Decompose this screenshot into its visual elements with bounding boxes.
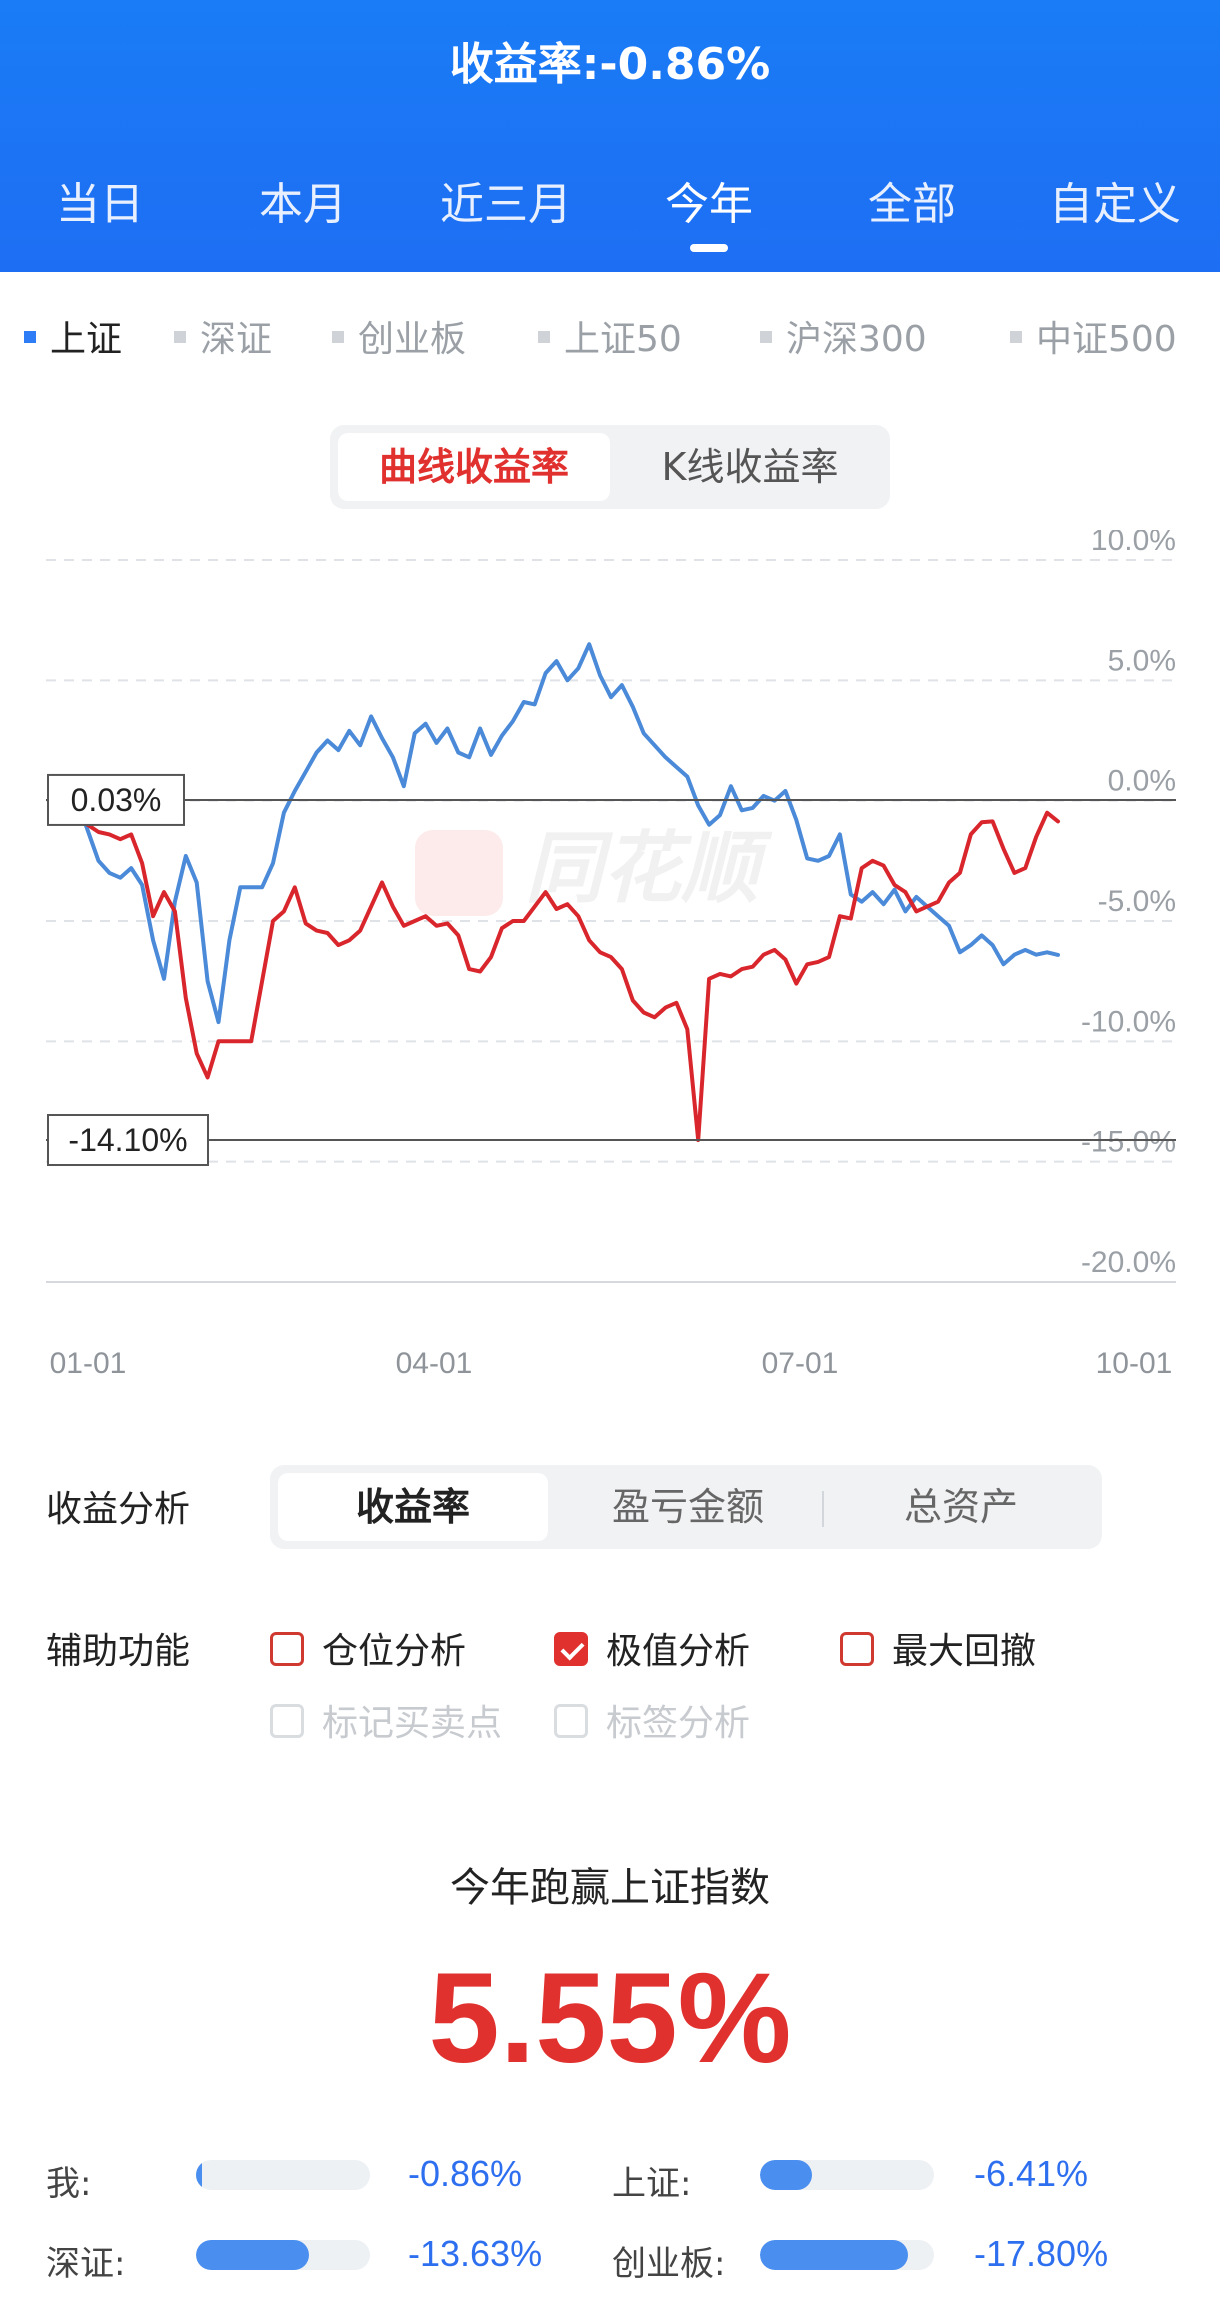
period-tabs: 当日 本月 近三月 今年 全部 自定义 xyxy=(0,168,1220,238)
index-label: 上证 xyxy=(50,319,123,360)
checkbox-label: 最大回撤 xyxy=(892,1631,1037,1672)
extreme-annotations: 0.03% -14.10% xyxy=(46,773,1176,1167)
extreme-analysis-checkbox[interactable]: 极值分析 xyxy=(554,1622,750,1674)
watermark-logo-icon xyxy=(415,830,503,916)
return-chart[interactable]: 同花顺 10.0% 5.0% 0.0% -5.0% -10.0% -15.0% -20.0%… xyxy=(0,524,1220,1410)
index-shanghai[interactable]: 上证 xyxy=(24,310,122,362)
comparison-label: 我: xyxy=(46,2164,92,2204)
y-tick-label: -20.0% xyxy=(1081,1246,1176,1279)
checkbox-label: 仓位分析 xyxy=(322,1631,467,1672)
chart-type-toggle: 曲线收益率 K线收益率 xyxy=(330,425,890,509)
tab-custom[interactable]: 自定义 xyxy=(1049,179,1181,230)
square-dot-icon xyxy=(1010,331,1022,343)
extreme-value-box xyxy=(47,1114,209,1167)
curve-return-button[interactable]: 曲线收益率 xyxy=(338,433,610,501)
return-rate-button[interactable]: 收益率 xyxy=(278,1473,548,1541)
index-csi300[interactable]: 沪深300 xyxy=(760,310,927,362)
square-dot-icon xyxy=(24,331,36,343)
comparison-value: -0.86% xyxy=(408,2153,523,2194)
comparison-bar-fill xyxy=(760,2160,813,2190)
tab-today[interactable]: 当日 xyxy=(56,179,144,230)
comparison-label: 创业板: xyxy=(612,2244,726,2284)
comparison-bar-fill xyxy=(760,2240,908,2270)
index-sse50[interactable]: 上证50 xyxy=(538,310,682,362)
index-label: 上证50 xyxy=(564,319,682,360)
comparison-bar-fill xyxy=(196,2240,310,2270)
grid-lines xyxy=(46,559,1176,1283)
page-title: 收益率:-0.86% xyxy=(449,39,771,90)
y-tick-label: -10.0% xyxy=(1081,1005,1176,1038)
square-dot-icon xyxy=(538,331,550,343)
checkbox-checked-icon xyxy=(554,1632,588,1666)
comparison-value: -13.63% xyxy=(408,2233,543,2274)
comparison-label: 深证: xyxy=(46,2244,126,2284)
index-label: 深证 xyxy=(200,319,273,360)
index-label: 中证500 xyxy=(1036,319,1177,360)
comparison-label: 上证: xyxy=(612,2164,692,2204)
header: 收益率:-0.86% 当日 本月 近三月 今年 全部 自定义 xyxy=(0,0,1220,272)
comparison-bar-fill xyxy=(196,2160,202,2190)
index-chinext[interactable]: 创业板 xyxy=(332,310,466,362)
square-dot-icon xyxy=(332,331,344,343)
tab-all[interactable]: 全部 xyxy=(868,179,956,230)
square-dot-icon xyxy=(174,331,186,343)
tag-analysis-checkbox[interactable]: 标签分析 xyxy=(554,1694,750,1746)
total-assets-button[interactable]: 总资产 xyxy=(903,1485,1018,1529)
tab-three-months[interactable]: 近三月 xyxy=(440,179,572,230)
my-return-line xyxy=(82,810,1060,1142)
index-selector: 上证 深证 创业板 上证50 沪深300 中证500 xyxy=(0,310,1220,370)
y-tick-label: -5.0% xyxy=(1098,885,1176,918)
index-csi500[interactable]: 中证500 xyxy=(1010,310,1177,362)
tab-this-year[interactable]: 今年 xyxy=(665,179,753,230)
index-label: 创业板 xyxy=(358,319,467,360)
segment-divider xyxy=(822,1491,824,1527)
series-lines xyxy=(82,642,1060,1142)
analysis-segment: 收益率 盈亏金额 总资产 xyxy=(270,1465,1102,1549)
checkbox-label: 标记买卖点 xyxy=(322,1703,503,1744)
active-tab-indicator xyxy=(690,244,728,252)
comparison-value: -6.41% xyxy=(974,2153,1089,2194)
tab-this-month[interactable]: 本月 xyxy=(259,179,347,230)
max-drawdown-checkbox[interactable]: 最大回撤 xyxy=(840,1622,1036,1674)
comparison-bar-track xyxy=(196,2160,370,2190)
extreme-value-box xyxy=(47,773,185,826)
y-tick-label: 10.0% xyxy=(1091,530,1176,557)
index-label: 沪深300 xyxy=(786,319,927,360)
y-tick-label: 0.0% xyxy=(1108,765,1176,798)
profit-loss-button[interactable]: 盈亏金额 xyxy=(611,1485,764,1529)
checkbox-icon xyxy=(840,1632,874,1666)
extreme-value-label: 0.03% xyxy=(71,782,162,818)
summary-title: 今年跑赢上证指数 xyxy=(450,1865,770,1911)
checkbox-icon xyxy=(270,1632,304,1666)
checkbox-icon xyxy=(554,1704,588,1738)
position-analysis-checkbox[interactable]: 仓位分析 xyxy=(270,1622,466,1674)
watermark-text: 同花顺 xyxy=(525,824,773,914)
square-dot-icon xyxy=(760,331,772,343)
return-chart-svg: 同花顺 10.0% 5.0% 0.0% -5.0% -10.0% -15.0% -20.0%… xyxy=(46,524,1176,1380)
y-tick-label: -15.0% xyxy=(1081,1126,1176,1159)
y-tick-label: 5.0% xyxy=(1108,644,1176,677)
checkbox-icon xyxy=(270,1704,304,1738)
comparison-bar-track xyxy=(760,2240,934,2270)
index-return-line xyxy=(82,642,1060,1025)
checkbox-label: 标签分析 xyxy=(606,1703,751,1744)
extreme-value-label: -14.10% xyxy=(68,1122,187,1158)
checkbox-label: 极值分析 xyxy=(606,1631,751,1672)
kline-return-button[interactable]: K线收益率 xyxy=(661,445,839,489)
index-shenzhen[interactable]: 深证 xyxy=(174,310,272,362)
aux-label: 辅助功能 xyxy=(46,1631,191,1672)
comparison-value: -17.80% xyxy=(974,2233,1109,2274)
trade-points-checkbox[interactable]: 标记买卖点 xyxy=(270,1694,502,1746)
x-axis-labels: 01-01 04-01 07-01 10-01 xyxy=(50,1347,1173,1380)
comparison-bar-track xyxy=(760,2160,934,2190)
x-tick-label: 04-01 xyxy=(396,1347,473,1380)
x-tick-label: 07-01 xyxy=(762,1347,839,1380)
comparison-bar-track xyxy=(196,2240,370,2270)
x-tick-label: 10-01 xyxy=(1096,1347,1173,1380)
watermark: 同花顺 xyxy=(415,824,773,916)
analysis-label: 收益分析 xyxy=(46,1489,191,1530)
x-tick-label: 01-01 xyxy=(50,1347,127,1380)
y-axis-labels: 10.0% 5.0% 0.0% -5.0% -10.0% -15.0% -20.0% xyxy=(1081,524,1176,1279)
summary-value: 5.55% xyxy=(428,1947,792,2090)
